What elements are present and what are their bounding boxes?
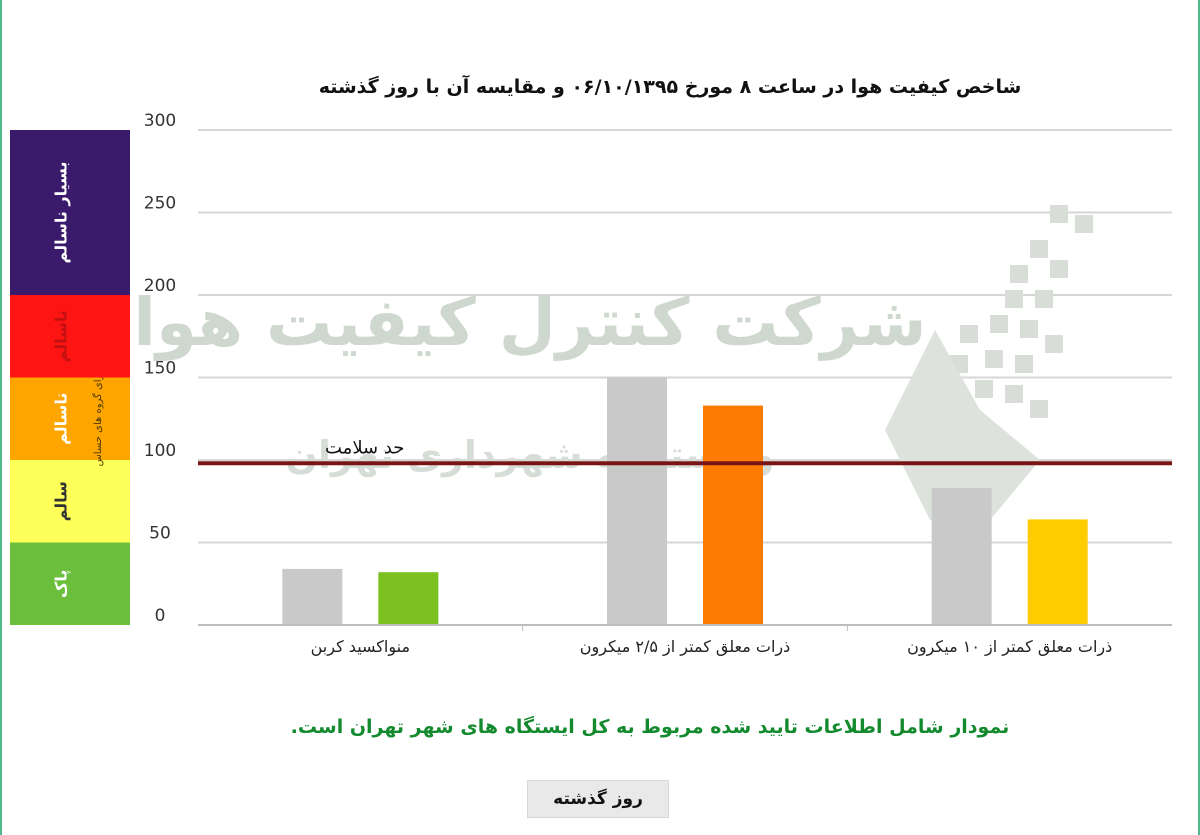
x-category-label-1: ذرات معلق کمتر از ۲/۵ میکرون — [580, 637, 791, 657]
watermark-logo-square-6 — [1035, 290, 1053, 308]
legend-previous-day: روز گذشته — [527, 780, 669, 818]
aqi-band-0 — [10, 542, 130, 625]
watermark-logo-square-12 — [1015, 355, 1033, 373]
watermark-logo-square-1 — [1075, 215, 1093, 233]
right-frame-border — [1198, 0, 1200, 835]
bar-current-0 — [378, 572, 439, 625]
watermark-logo-square-15 — [1005, 385, 1023, 403]
watermark-logo-square-8 — [1020, 320, 1038, 338]
aqi-band-label-1: سالم — [52, 481, 71, 521]
watermark-logo-square-11 — [985, 350, 1003, 368]
bar-previous-day-1 — [607, 377, 667, 625]
y-tick-label-300: 300 — [144, 111, 176, 131]
chart-title: شاخص کیفیت هوا در ساعت ۸ مورخ ۰۶/۱۰/۱۳۹۵… — [318, 76, 1022, 98]
watermark-logo-square-2 — [1030, 240, 1048, 258]
aqi-band-3 — [10, 295, 130, 378]
health-limit-label: حد سلامت — [325, 437, 404, 458]
y-tick-label-250: 250 — [144, 194, 176, 214]
legend-label: روز گذشته — [553, 789, 643, 809]
watermark-logo-square-16 — [1030, 400, 1048, 418]
aqi-band-label-4: بسیار ناسالم — [52, 162, 71, 264]
aqi-band-sublabel-2: برای گروه های حساس — [92, 371, 104, 466]
y-tick-label-50: 50 — [149, 524, 171, 544]
x-category-label-2: ذرات معلق کمتر از ۱۰ میکرون — [907, 637, 1112, 657]
watermark-subtitle: وابسته به شهرداری تهران — [286, 433, 775, 478]
y-tick-label-0: 0 — [155, 606, 166, 626]
aqi-band-1 — [10, 460, 130, 543]
watermark-company-name: شرکت کنترل کیفیت هوا — [133, 284, 926, 362]
bar-previous-day-2 — [931, 488, 992, 625]
y-tick-label-100: 100 — [144, 441, 176, 461]
aqi-band-label-2: ناسالم — [52, 393, 71, 445]
watermark-logo-square-3 — [1050, 260, 1068, 278]
bar-previous-day-0 — [282, 568, 343, 625]
left-frame-border — [0, 0, 2, 835]
y-tick-label-150: 150 — [144, 359, 176, 379]
aqi-band-label-0: پاک — [52, 570, 72, 598]
aqi-band-2 — [10, 377, 130, 460]
watermark-logo-square-0 — [1050, 205, 1068, 223]
aqi-bar-chart: پاک سالم ناسالم برای گروه های حساس ناسالم بسی… — [10, 111, 1172, 657]
watermark-logo-square-7 — [990, 315, 1008, 333]
watermark-logo-square-4 — [1010, 265, 1028, 283]
watermark-logo-square-10 — [960, 325, 978, 343]
y-tick-label-200: 200 — [144, 276, 176, 296]
aqi-band-4 — [10, 130, 130, 295]
watermark-logo-shape — [885, 330, 1040, 520]
bar-current-2 — [1027, 519, 1088, 625]
watermark-logo-square-5 — [1005, 290, 1023, 308]
watermark-logo-square-9 — [1045, 335, 1063, 353]
bar-current-1 — [703, 405, 763, 625]
x-category-label-0: منواکسید کربن — [311, 637, 410, 657]
chart-footnote: نمودار شامل اطلاعات تایید شده مربوط به ک… — [290, 716, 1010, 738]
aqi-band-label-3: ناسالم — [52, 310, 71, 362]
watermark-logo-square-14 — [975, 380, 993, 398]
